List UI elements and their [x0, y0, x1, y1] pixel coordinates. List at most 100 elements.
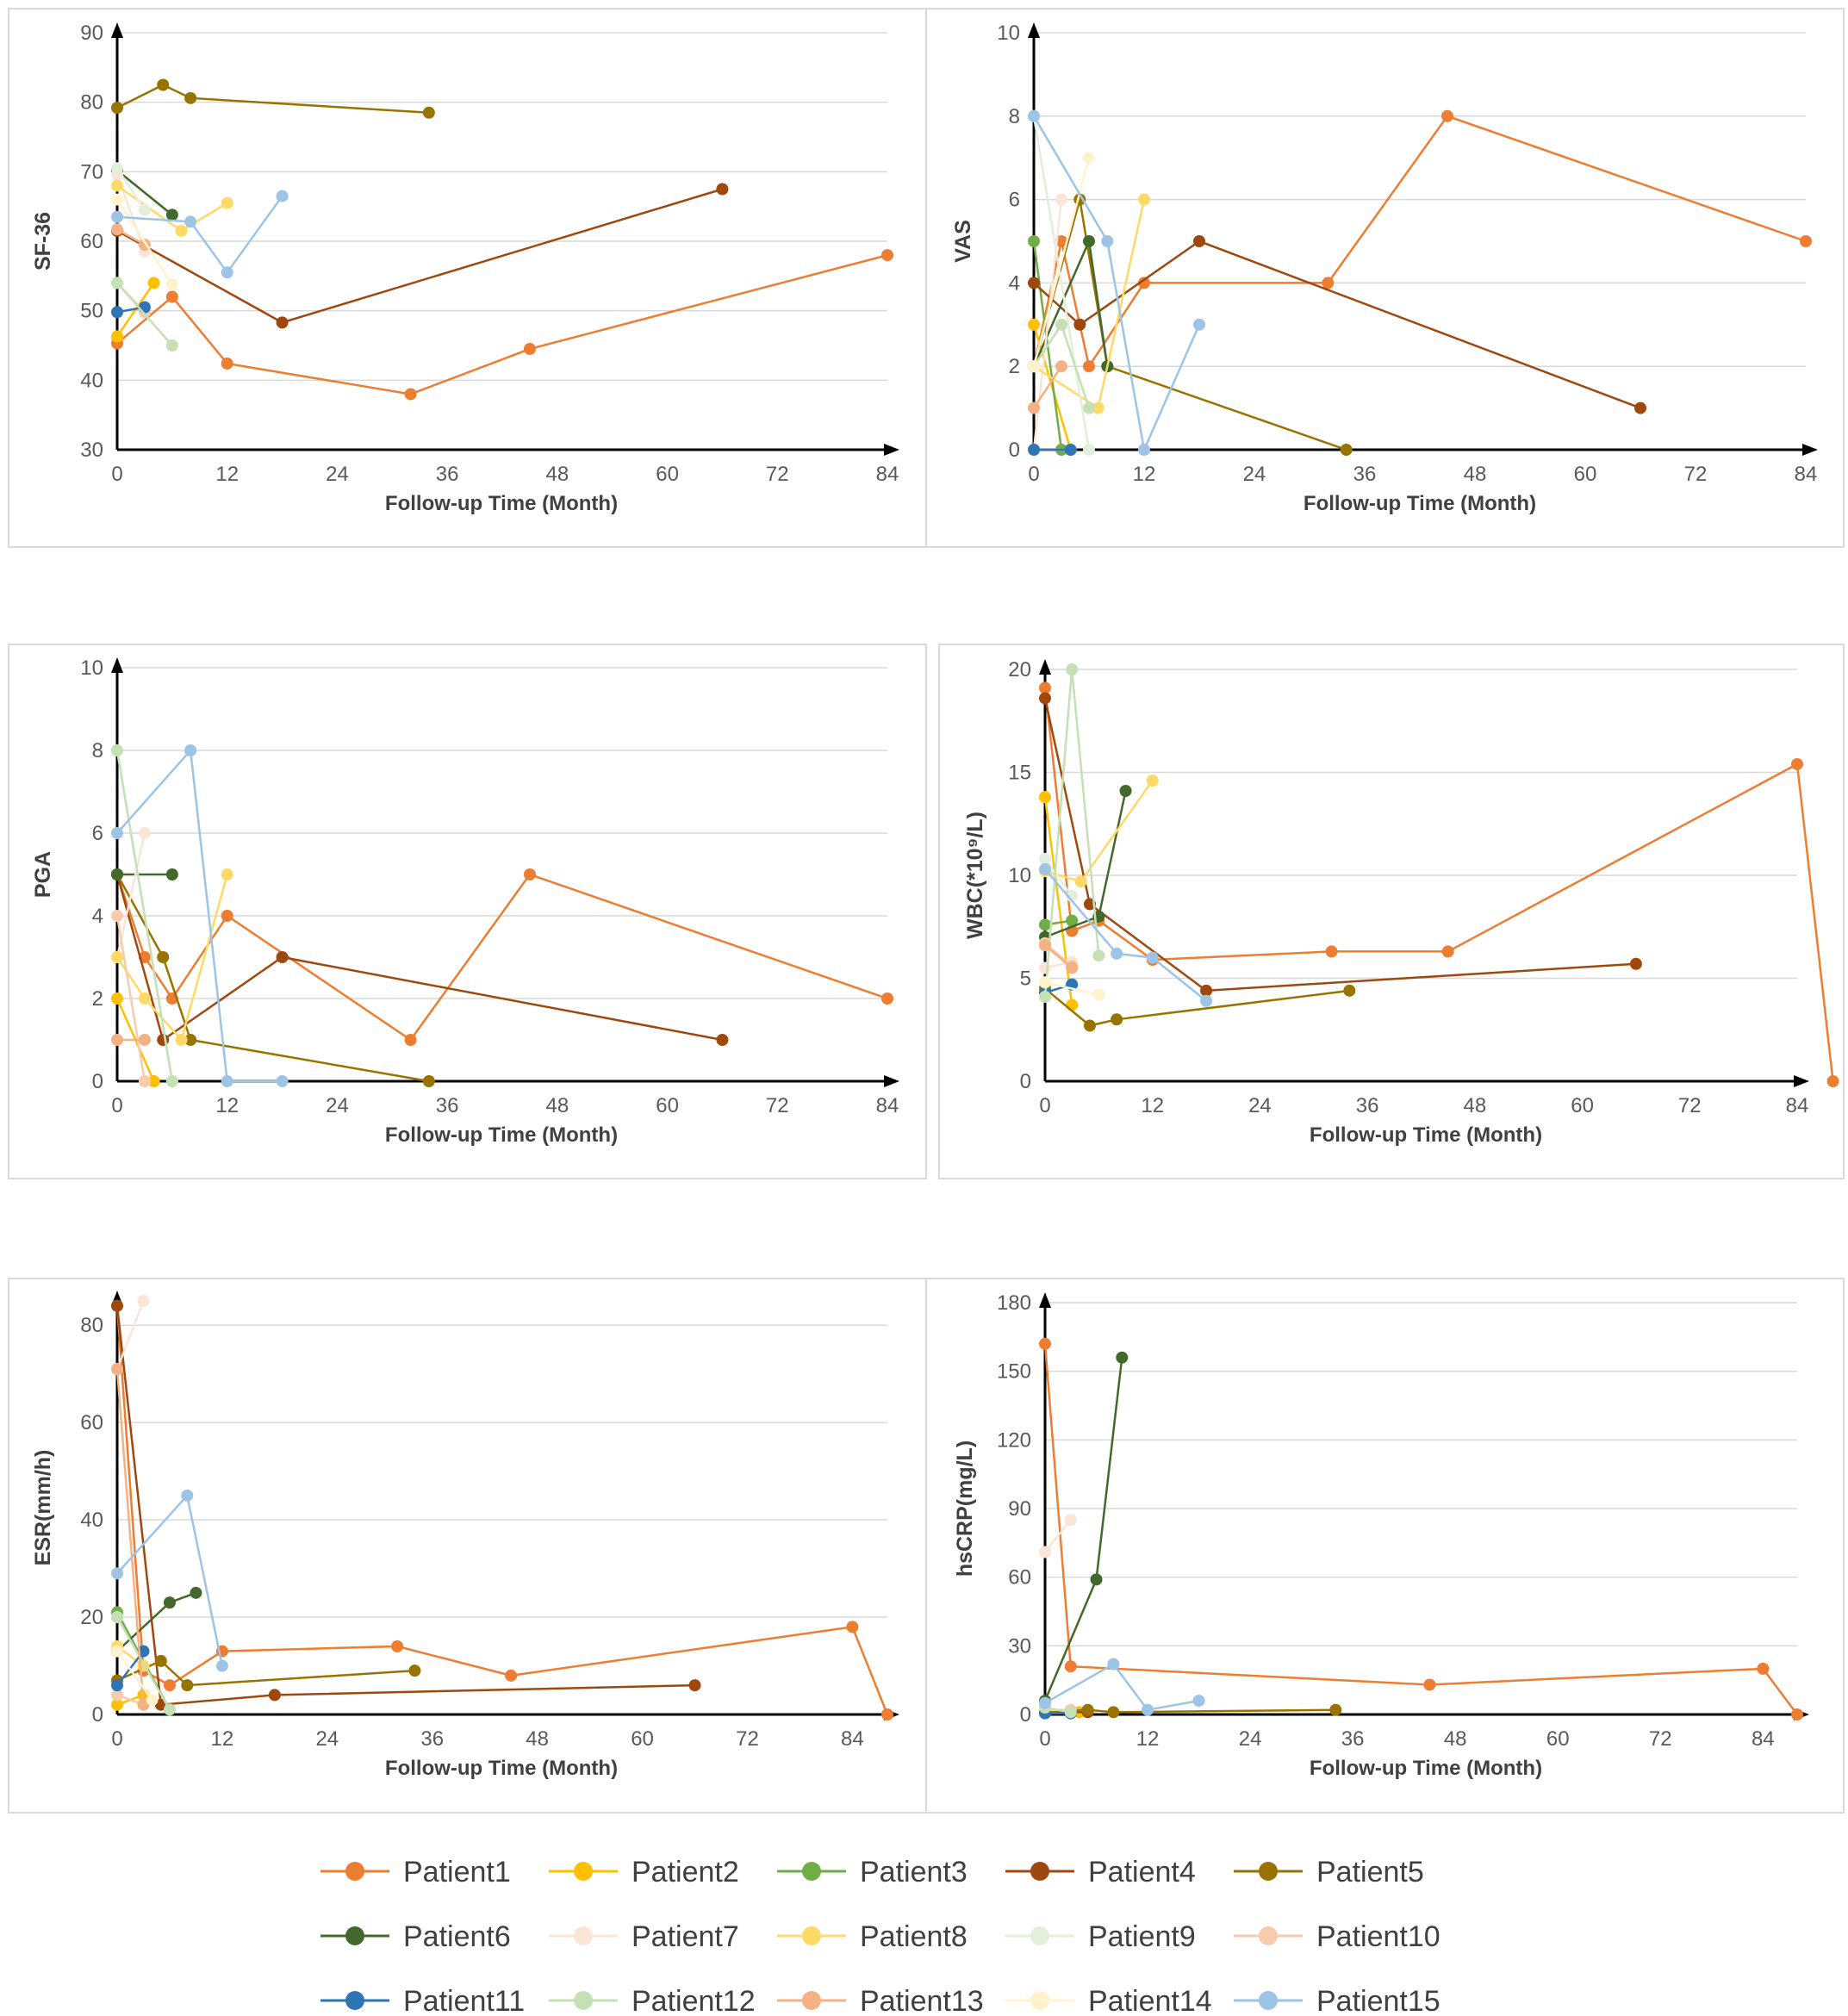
- legend-label: Patient1: [403, 1856, 511, 1888]
- data-point: [221, 868, 233, 880]
- data-point: [111, 1689, 123, 1702]
- data-point: [1441, 109, 1453, 122]
- data-point: [111, 1034, 123, 1046]
- x-tick-label: 48: [1444, 1727, 1467, 1751]
- data-point: [165, 290, 178, 303]
- y-tick-label: 120: [997, 1428, 1031, 1452]
- y-tick-label: 20: [1008, 658, 1031, 681]
- chart-panel-1: 30 40 50 60 70 80 90 0 12 24 36 48 60 72 84 Follow-up T…: [8, 8, 927, 548]
- legend-marker: [574, 1926, 593, 1945]
- data-point: [138, 301, 151, 314]
- data-point: [111, 306, 123, 319]
- legend-label: Patient3: [860, 1856, 968, 1888]
- data-point: [1634, 401, 1646, 414]
- series-line: [115, 874, 430, 1083]
- legend-item-patient1: Patient1: [320, 1856, 511, 1888]
- data-point: [1064, 444, 1077, 456]
- x-tick-label: 24: [326, 463, 349, 486]
- data-point: [1039, 991, 1051, 1004]
- data-point: [1343, 984, 1356, 997]
- series-line: [115, 1650, 153, 1701]
- series-patient15: [1039, 862, 1213, 1007]
- y-tick-label: 150: [997, 1360, 1031, 1384]
- legend-item-patient9: Patient9: [1005, 1920, 1196, 1953]
- x-tick-label: 84: [876, 1094, 899, 1117]
- legend-label: Patient8: [860, 1920, 968, 1953]
- x-tick-label: 24: [1248, 1094, 1272, 1117]
- data-point: [881, 992, 893, 1005]
- series-line: [115, 874, 228, 1042]
- data-point: [147, 1075, 160, 1087]
- data-point: [1090, 1573, 1103, 1586]
- data-point: [422, 106, 435, 119]
- series-line: [115, 167, 146, 211]
- data-point: [846, 1621, 859, 1633]
- legend-item-patient4: Patient4: [1005, 1856, 1196, 1888]
- legend-marker: [1259, 1862, 1278, 1881]
- data-point: [1039, 1696, 1051, 1709]
- data-point: [1083, 444, 1095, 456]
- data-point: [111, 162, 123, 175]
- data-point: [157, 1034, 170, 1046]
- x-axis-title: Follow-up Time (Month): [1310, 1757, 1542, 1780]
- x-tick-label: 84: [1786, 1094, 1809, 1117]
- data-point: [523, 868, 536, 880]
- series-line: [115, 750, 174, 1082]
- data-point: [1039, 918, 1051, 931]
- data-point: [163, 1679, 176, 1692]
- legend-item-patient5: Patient5: [1234, 1856, 1424, 1888]
- legend-label: Patient15: [1316, 1985, 1440, 2016]
- x-tick-label: 24: [315, 1727, 339, 1751]
- data-point: [1340, 444, 1353, 456]
- data-point: [1111, 947, 1123, 960]
- y-tick-label: 8: [92, 739, 103, 762]
- legend-label: Patient13: [860, 1985, 984, 2016]
- data-point: [1325, 945, 1338, 958]
- y-axis-title: VAS: [951, 220, 975, 263]
- data-point: [1629, 957, 1642, 970]
- data-point: [138, 992, 151, 1005]
- data-point: [1116, 1351, 1129, 1364]
- data-point: [221, 266, 233, 279]
- data-point: [408, 1664, 421, 1677]
- series-line: [1044, 981, 1099, 996]
- data-point: [1073, 318, 1086, 331]
- x-tick-label: 60: [656, 463, 679, 486]
- data-point: [147, 277, 160, 289]
- legend-marker: [345, 1862, 364, 1881]
- series-patient1: [111, 249, 893, 401]
- y-axis-arrow: [1028, 22, 1040, 38]
- data-point: [111, 1698, 123, 1711]
- legend-marker: [1030, 1991, 1049, 2010]
- series-patient11: [1028, 444, 1077, 456]
- data-point: [138, 827, 151, 839]
- y-tick-label: 40: [80, 369, 103, 392]
- y-tick-label: 20: [80, 1606, 103, 1629]
- series-patient4: [1039, 692, 1642, 997]
- data-point: [1791, 757, 1803, 770]
- y-axis-title: hsCRP(mg/L): [953, 1440, 977, 1577]
- data-point: [138, 203, 151, 216]
- legend-label: Patient6: [403, 1920, 511, 1953]
- data-point: [391, 1640, 404, 1652]
- data-point: [1193, 318, 1205, 331]
- y-tick-label: 2: [1009, 355, 1020, 378]
- legend-marker: [1030, 1862, 1049, 1881]
- series-line: [1044, 1662, 1199, 1712]
- x-tick-label: 36: [1341, 1727, 1365, 1751]
- data-point: [276, 1075, 289, 1087]
- series-patient11: [111, 301, 151, 319]
- data-point: [716, 183, 729, 196]
- y-tick-label: 0: [92, 1070, 103, 1093]
- series-patient12: [1039, 663, 1105, 1004]
- data-point: [1826, 1075, 1839, 1087]
- data-point: [688, 1679, 701, 1692]
- data-point: [1800, 235, 1812, 247]
- legend-label: Patient9: [1088, 1920, 1196, 1953]
- x-tick-label: 48: [546, 463, 569, 486]
- data-point: [1064, 1660, 1077, 1673]
- data-point: [157, 951, 170, 963]
- y-tick-label: 4: [92, 905, 103, 928]
